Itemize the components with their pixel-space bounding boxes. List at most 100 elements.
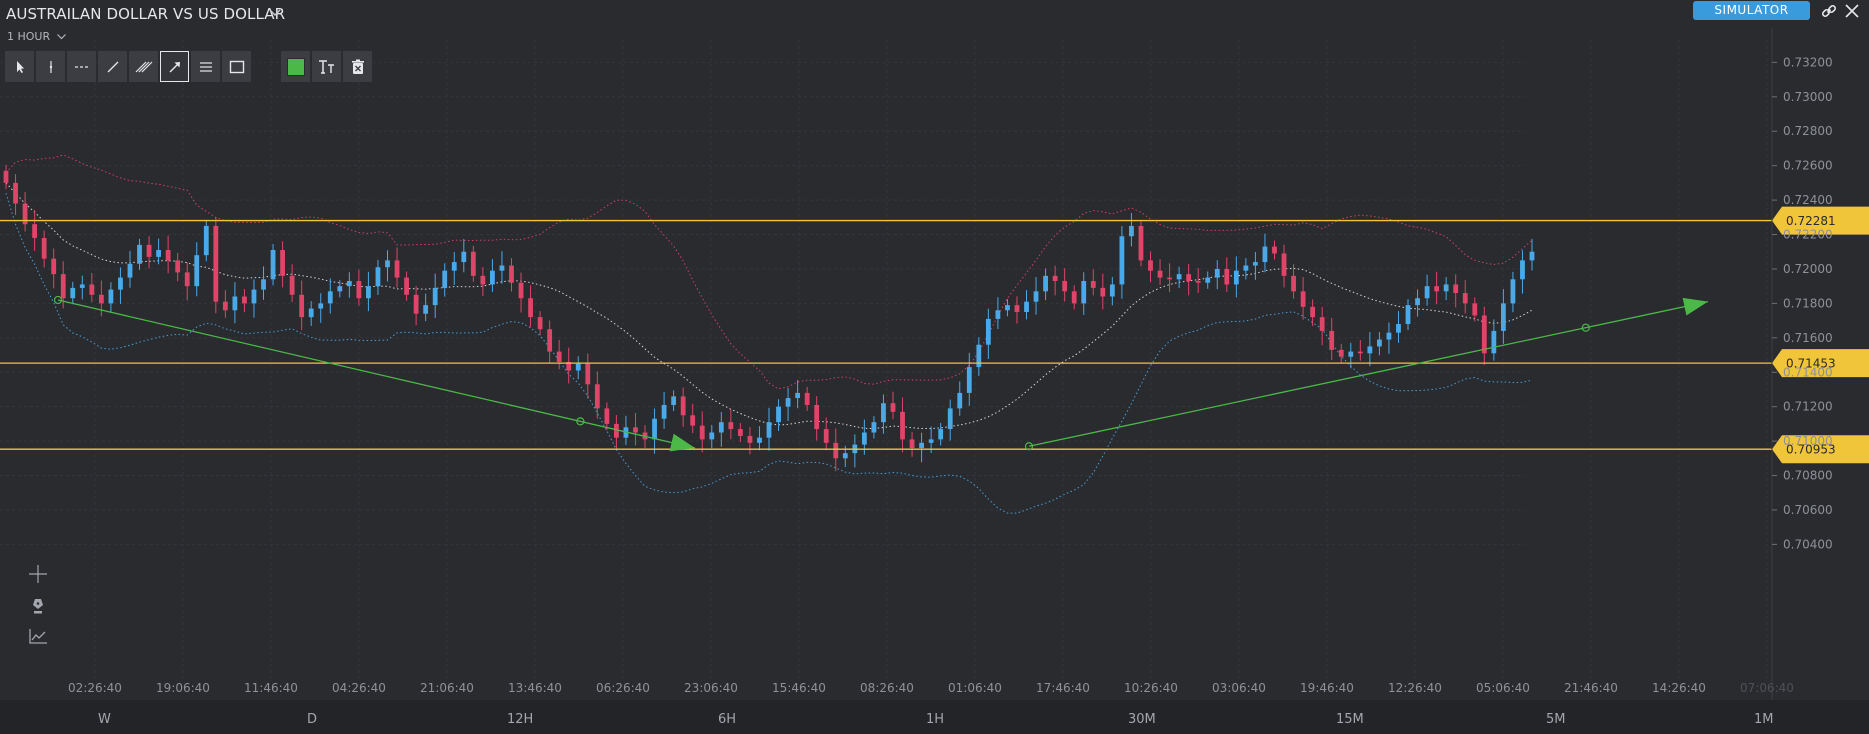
candle-body bbox=[232, 296, 238, 311]
trend-line-tool-button[interactable] bbox=[98, 51, 127, 82]
dashed-line-icon bbox=[74, 65, 89, 68]
y-tick-label: 0.72800 bbox=[1783, 124, 1833, 138]
x-tick-label: 15:46:40 bbox=[772, 681, 826, 695]
period-w[interactable]: W bbox=[98, 712, 111, 727]
x-tick-label: 10:26:40 bbox=[1124, 681, 1178, 695]
vertical-line-tool-button[interactable] bbox=[36, 51, 65, 82]
x-tick-label: 23:06:40 bbox=[684, 681, 738, 695]
candle-body bbox=[1520, 260, 1525, 280]
trend-arrow-line[interactable] bbox=[57, 299, 696, 449]
candle-body bbox=[871, 422, 877, 433]
close-icon[interactable] bbox=[1843, 2, 1861, 20]
parallel-channel-tool-button[interactable] bbox=[129, 51, 158, 82]
candle-body bbox=[318, 303, 324, 309]
candle-body bbox=[976, 344, 982, 368]
pointer-tool-button[interactable] bbox=[5, 51, 34, 82]
chart-background bbox=[0, 0, 1869, 700]
color-picker-button[interactable] bbox=[281, 51, 310, 82]
candle-body bbox=[518, 282, 524, 299]
chart-grid bbox=[0, 40, 1768, 680]
candle-body bbox=[1195, 281, 1201, 283]
level-price-tag[interactable] bbox=[1772, 206, 1869, 235]
interval-selector[interactable]: 1 HOUR bbox=[7, 30, 51, 43]
candle-body bbox=[1481, 315, 1487, 354]
candle-body bbox=[718, 422, 724, 433]
simulator-button[interactable]: SIMULATOR bbox=[1693, 1, 1810, 20]
candle-body bbox=[1090, 281, 1096, 288]
level-price-tag[interactable] bbox=[1772, 349, 1869, 378]
candle-body bbox=[175, 260, 181, 273]
candle-body bbox=[1424, 286, 1430, 299]
price-axis: 0.73200 0.73000 0.72800 0.72600 0.72400 0.722… bbox=[1771, 28, 1833, 700]
candle-body bbox=[289, 275, 295, 295]
trend-arrows[interactable] bbox=[53, 295, 1709, 452]
candle-body bbox=[661, 404, 667, 419]
candle-body bbox=[1405, 305, 1411, 325]
candle-body bbox=[537, 317, 543, 330]
rectangle-tool-button[interactable] bbox=[222, 51, 251, 82]
candle-body bbox=[594, 384, 600, 409]
horizontal-levels[interactable]: 0.72281 0.71453 0.70953 bbox=[0, 206, 1869, 464]
x-tick-label: 04:26:40 bbox=[332, 681, 386, 695]
candle-body bbox=[1272, 246, 1277, 254]
color-swatch bbox=[286, 57, 305, 76]
candle-body bbox=[1453, 284, 1459, 294]
arrow-line-tool-button[interactable] bbox=[160, 51, 189, 82]
anchor-handle[interactable] bbox=[53, 295, 63, 305]
candle-body bbox=[900, 411, 905, 440]
delete-drawing-button[interactable] bbox=[343, 51, 372, 82]
candle-body bbox=[966, 367, 972, 393]
chevron-down-icon[interactable] bbox=[268, 6, 282, 20]
trend-arrow-line[interactable] bbox=[1028, 301, 1709, 447]
horizontal-line-tool-button[interactable] bbox=[67, 51, 96, 82]
candle-body bbox=[146, 244, 152, 257]
x-tick-label: 03:06:40 bbox=[1212, 681, 1266, 695]
candle-body bbox=[165, 250, 171, 261]
anchor-handle[interactable] bbox=[1581, 323, 1590, 332]
candle-body bbox=[280, 250, 285, 276]
period-d[interactable]: D bbox=[307, 712, 318, 727]
candle-body bbox=[451, 262, 457, 271]
period-1h[interactable]: 1H bbox=[926, 712, 945, 727]
period-1m[interactable]: 1M bbox=[1754, 712, 1774, 727]
indicators-tool-button[interactable] bbox=[24, 622, 52, 650]
anchor-handle[interactable] bbox=[576, 417, 585, 426]
y-tick-label: 0.70600 bbox=[1783, 503, 1833, 517]
period-30m[interactable]: 30M bbox=[1128, 712, 1156, 727]
candle-body bbox=[614, 423, 619, 438]
period-5m[interactable]: 5M bbox=[1546, 712, 1566, 727]
x-tick-label: 12:26:40 bbox=[1388, 681, 1442, 695]
fib-lines-tool-button[interactable] bbox=[191, 51, 220, 82]
instrument-title[interactable]: AUSTRAILAN DOLLAR VS US DOLLAR bbox=[6, 5, 286, 23]
x-tick-label: 06:26:40 bbox=[596, 681, 650, 695]
y-tick-label: 0.71800 bbox=[1783, 296, 1833, 310]
crosshair-tool-button[interactable] bbox=[24, 560, 52, 588]
period-6h[interactable]: 6H bbox=[718, 712, 737, 727]
anchor-handle[interactable] bbox=[1024, 442, 1034, 451]
candle-body bbox=[222, 301, 228, 311]
x-tick-label: 08:26:40 bbox=[860, 681, 914, 695]
pen-tool-button[interactable] bbox=[24, 592, 52, 620]
trend-arrow-head[interactable] bbox=[669, 433, 695, 452]
link-icon[interactable] bbox=[1820, 2, 1838, 20]
text-tool-button[interactable] bbox=[312, 51, 341, 82]
candle-body bbox=[327, 291, 333, 304]
candle-body bbox=[575, 363, 581, 371]
chart-header: AUSTRAILAN DOLLAR VS US DOLLAR 1 HOUR SI… bbox=[0, 0, 1869, 43]
x-tick-label: 01:06:40 bbox=[948, 681, 1002, 695]
period-12h[interactable]: 12H bbox=[507, 712, 534, 727]
level-price-tag[interactable] bbox=[1772, 435, 1869, 464]
bollinger-lower-line bbox=[5, 193, 1533, 514]
candle-body bbox=[32, 224, 38, 238]
candle-body bbox=[480, 275, 486, 285]
period-15m[interactable]: 15M bbox=[1336, 712, 1364, 727]
y-tick-label: 0.71400 bbox=[1783, 365, 1833, 379]
candle-body bbox=[51, 258, 57, 275]
candle-body bbox=[861, 432, 867, 445]
candle-body bbox=[1491, 330, 1497, 354]
candle-body bbox=[1472, 303, 1478, 316]
chevron-down-icon[interactable] bbox=[56, 31, 67, 42]
trend-arrow-head[interactable] bbox=[1682, 297, 1708, 316]
candle-body bbox=[1319, 317, 1325, 331]
